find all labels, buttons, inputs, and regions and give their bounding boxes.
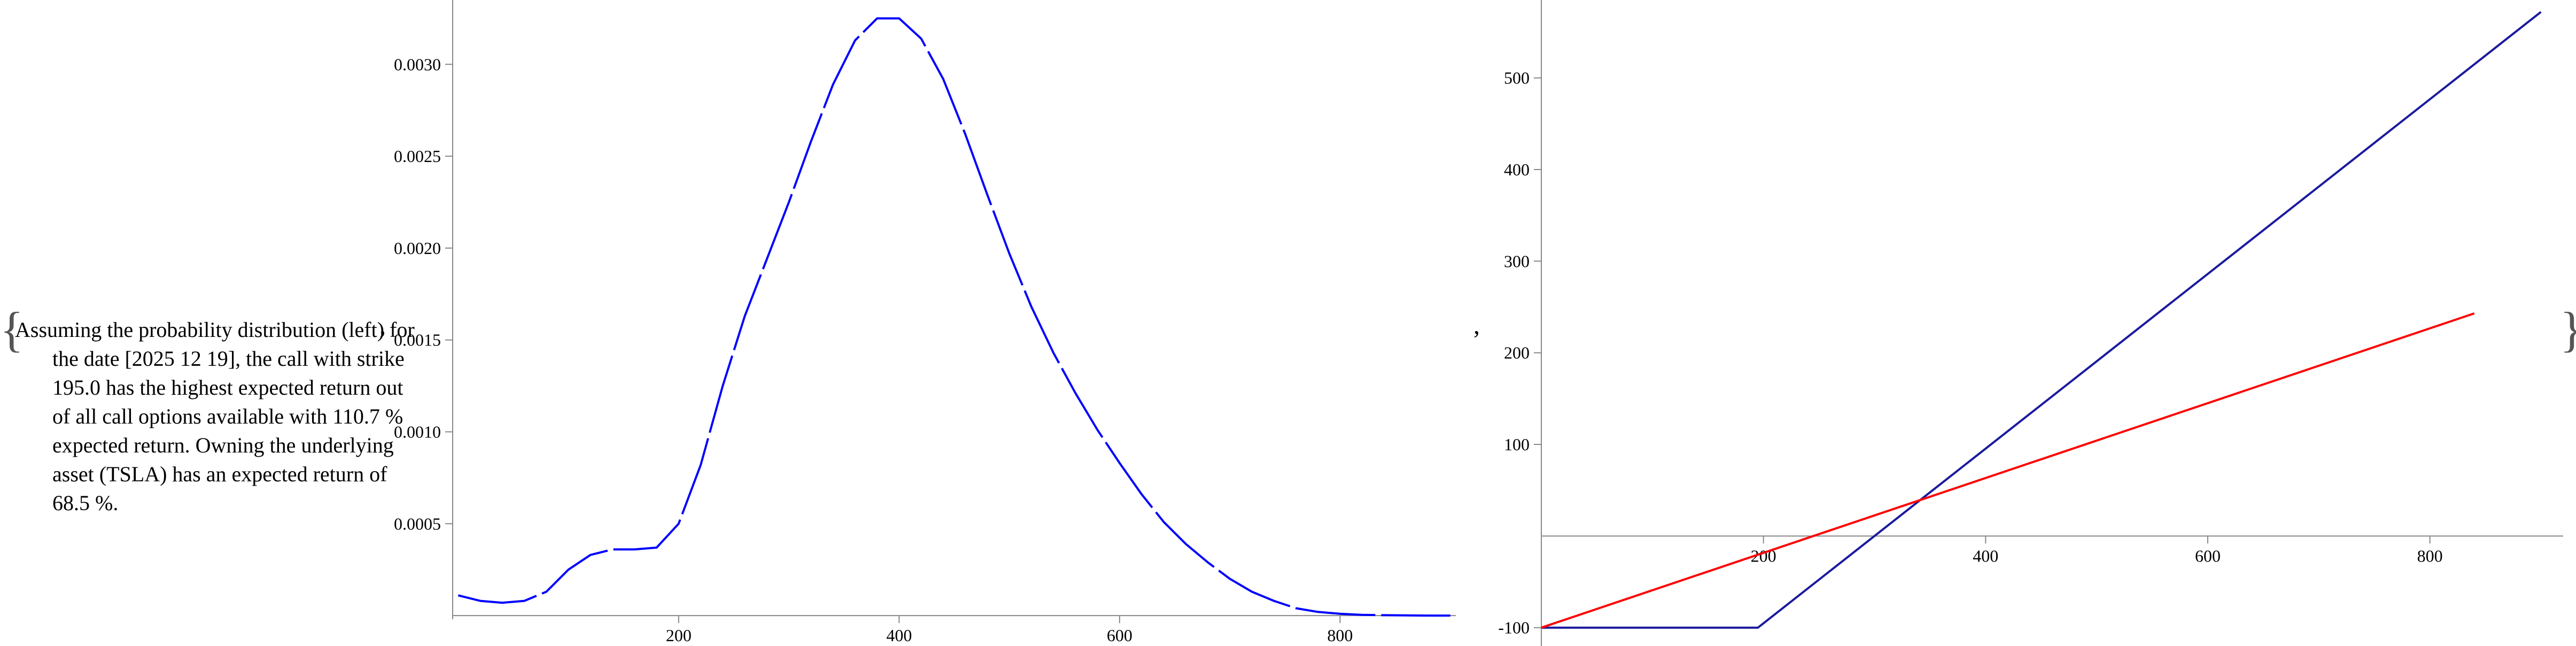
y-tick-label: 100	[1504, 435, 1530, 454]
x-tick-label: 400	[1973, 546, 1998, 565]
y-tick-label: 0.0005	[394, 514, 441, 533]
y-tick-label: 300	[1504, 251, 1530, 271]
series-line-2	[1541, 312, 2475, 629]
y-tick-label: 0.0020	[394, 239, 441, 258]
x-tick-label: 800	[1327, 626, 1353, 645]
y-tick-label: 0.0030	[394, 55, 441, 74]
y-tick-label: 0.0010	[394, 422, 441, 442]
close-brace: }	[2560, 305, 2576, 354]
y-tick-label: 500	[1504, 68, 1530, 88]
y-tick-label: -100	[1498, 618, 1530, 637]
y-tick-label: 0.0025	[394, 147, 441, 166]
density-chart: 200 400 600 800 0.0005 0.0010 0.0015 0.0020 0.00…	[394, 0, 1456, 645]
list-separator: ,	[379, 311, 386, 340]
series-line-1	[457, 17, 1450, 617]
y-tick-label: 400	[1504, 160, 1530, 179]
x-tick-label: 400	[886, 626, 912, 645]
x-tick-label: 600	[2195, 546, 2221, 565]
open-brace: {	[0, 302, 24, 357]
list-separator: ,	[1473, 311, 1480, 340]
x-tick-label: 200	[666, 626, 692, 645]
y-tick-label: 0.0015	[394, 330, 441, 350]
y-tick-label: 200	[1504, 343, 1530, 363]
description-text: Assuming the probability distribution (l…	[15, 318, 415, 515]
x-tick-label: 800	[2417, 546, 2443, 565]
x-tick-label: 600	[1107, 626, 1132, 645]
series-line-1	[1541, 11, 2542, 629]
